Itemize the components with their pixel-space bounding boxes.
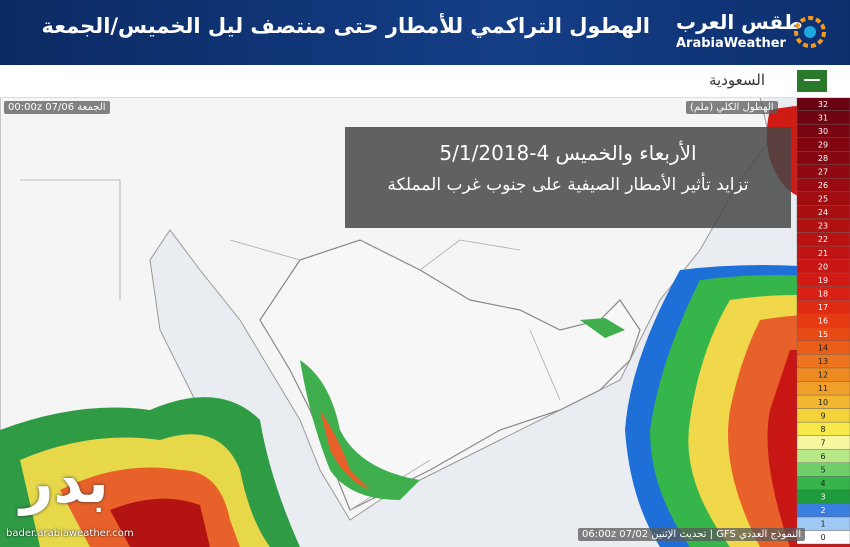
header-title: الهطول التراكمي للأمطار حتى منتصف ليل ال… bbox=[41, 14, 651, 38]
colorbar-label: 17 bbox=[818, 303, 828, 312]
colorbar-label: 14 bbox=[818, 344, 828, 353]
colorbar-label: 9 bbox=[820, 411, 825, 420]
website: bader.arabiaweather.com bbox=[6, 528, 134, 539]
valid-time: الجمعة 07/06 00:00z bbox=[4, 101, 110, 114]
logo-icon bbox=[794, 16, 826, 48]
colorbar-label: 7 bbox=[820, 438, 825, 447]
colorbar-label: 3 bbox=[820, 493, 825, 502]
colorbar-label: 30 bbox=[818, 127, 828, 136]
header: الهطول التراكمي للأمطار حتى منتصف ليل ال… bbox=[0, 0, 850, 65]
colorbar-label: 23 bbox=[818, 222, 828, 231]
colorbar-label: 19 bbox=[818, 276, 828, 285]
logo-latin: ArabiaWeather bbox=[676, 36, 786, 51]
colorbar: 0123456789101112131415161718192021222324… bbox=[796, 96, 850, 545]
legend-title: الهطول الكلي (ملم) bbox=[686, 101, 778, 114]
colorbar-label: 29 bbox=[818, 140, 828, 149]
model-info: النموذج العددي GFS | تحديث الإثنين 07/02… bbox=[578, 528, 806, 541]
colorbar-label: 27 bbox=[818, 168, 828, 177]
colorbar-label: 25 bbox=[818, 195, 828, 204]
region-label: السعودية bbox=[708, 71, 765, 89]
colorbar-label: 5 bbox=[820, 466, 825, 475]
colorbar-label: 1 bbox=[820, 520, 825, 529]
region-bar: السعودية bbox=[0, 65, 850, 98]
colorbar-label: 28 bbox=[818, 154, 828, 163]
logo-arabic: طقس العرب bbox=[676, 10, 803, 34]
colorbar-label: 11 bbox=[818, 384, 828, 393]
overlay-box: الأربعاء والخميس 4-5/1/2018 تزايد تأثير … bbox=[345, 127, 791, 228]
colorbar-label: 15 bbox=[818, 330, 828, 339]
colorbar-label: 12 bbox=[818, 371, 828, 380]
colorbar-label: 31 bbox=[818, 113, 828, 122]
colorbar-label: 22 bbox=[818, 235, 828, 244]
colorbar-label: 2 bbox=[820, 506, 825, 515]
colorbar-label: 6 bbox=[820, 452, 825, 461]
flag bbox=[797, 70, 827, 92]
colorbar-label: 13 bbox=[818, 357, 828, 366]
borders bbox=[20, 179, 561, 511]
colorbar-label: 4 bbox=[820, 479, 825, 488]
colorbar-label: 8 bbox=[820, 425, 825, 434]
overlay-date: الأربعاء والخميس 4-5/1/2018 bbox=[439, 141, 697, 165]
colorbar-label: 24 bbox=[818, 208, 828, 217]
colorbar-label: 18 bbox=[818, 289, 828, 298]
colorbar-label: 32 bbox=[818, 100, 828, 109]
colorbar-label: 26 bbox=[818, 181, 828, 190]
colorbar-label: 0 bbox=[820, 533, 825, 542]
colorbar-label: 16 bbox=[818, 317, 828, 326]
colorbar-label: 20 bbox=[818, 262, 828, 271]
colorbar-label: 21 bbox=[818, 249, 828, 258]
overlay-text: تزايد تأثير الأمطار الصيفية على جنوب غرب… bbox=[387, 175, 749, 195]
watermark: بدر bbox=[20, 448, 109, 516]
colorbar-label: 10 bbox=[818, 398, 828, 407]
